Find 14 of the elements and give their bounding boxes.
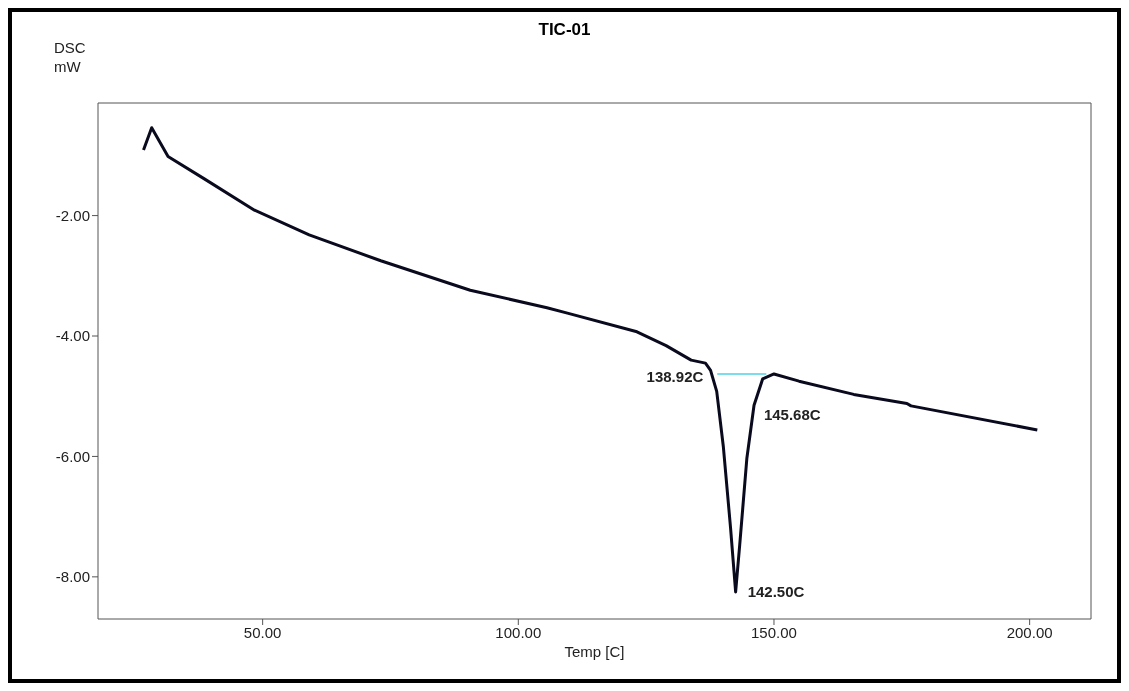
y-axis-title: DSC mW xyxy=(54,38,86,76)
annotation: 145.68C xyxy=(763,405,821,423)
y-tick-label: -8.00 xyxy=(55,568,90,586)
x-tick-label: 100.00 xyxy=(495,623,542,641)
x-axis-title: Temp [C] xyxy=(564,643,625,660)
annotation: 142.50C xyxy=(747,583,805,601)
y-tick-label: -2.00 xyxy=(55,206,90,224)
y-tick-label: -4.00 xyxy=(55,327,90,345)
x-tick-label: 200.00 xyxy=(1006,623,1053,641)
annotation: 138.92C xyxy=(646,368,704,386)
y-tick-label: -6.00 xyxy=(55,447,90,465)
chart-title: TIC-01 xyxy=(537,20,592,40)
x-tick-label: 150.00 xyxy=(751,623,797,641)
x-tick-label: 50.00 xyxy=(243,623,282,641)
